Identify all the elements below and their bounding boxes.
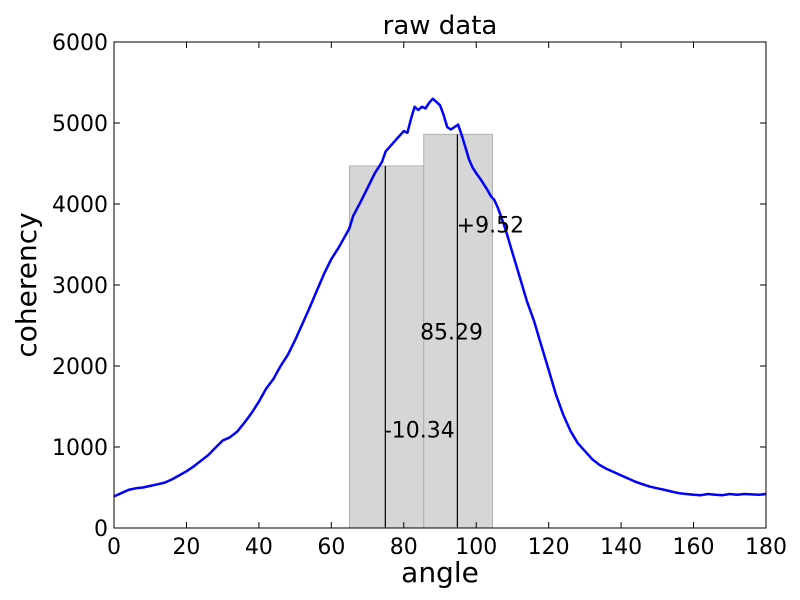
coherency-series-line <box>113 97 767 498</box>
x-tick-label: 0 <box>107 535 121 560</box>
y-tick-label: 5000 <box>52 112 108 137</box>
x-tick-label: 180 <box>745 535 787 560</box>
x-tick-label: 100 <box>455 535 497 560</box>
x-tick-label: 20 <box>172 535 200 560</box>
shaded-region-2 <box>423 133 494 529</box>
y-tick-label: 1000 <box>52 436 108 461</box>
x-axis-label: angle <box>401 556 479 589</box>
x-tick-label: 60 <box>317 535 345 560</box>
x-tick-label: 120 <box>528 535 570 560</box>
y-tick-label: 6000 <box>52 31 108 56</box>
shaded-regions <box>348 133 494 529</box>
chart-title: raw data <box>383 11 498 41</box>
y-axis-label: coherency <box>10 212 43 357</box>
y-tick-label: 0 <box>94 517 108 542</box>
annotations: +9.52 85.29 -10.34 <box>384 213 524 443</box>
annotation-3: -10.34 <box>384 418 455 443</box>
annotation-1: +9.52 <box>457 213 524 238</box>
annotation-2: 85.29 <box>420 320 483 345</box>
x-tick-label: 160 <box>673 535 715 560</box>
y-tick-label: 4000 <box>52 193 108 218</box>
shaded-region-1 <box>348 165 425 529</box>
axis-ticks: 0 20 40 60 80 100 120 140 160 180 0 1000 2000 3000 400… <box>52 31 787 560</box>
x-tick-label: 140 <box>600 535 642 560</box>
x-tick-label: 40 <box>245 535 273 560</box>
vertical-lines <box>384 134 458 528</box>
x-tick-label: 80 <box>390 535 418 560</box>
y-tick-label: 2000 <box>52 355 108 380</box>
y-tick-label: 3000 <box>52 274 108 299</box>
